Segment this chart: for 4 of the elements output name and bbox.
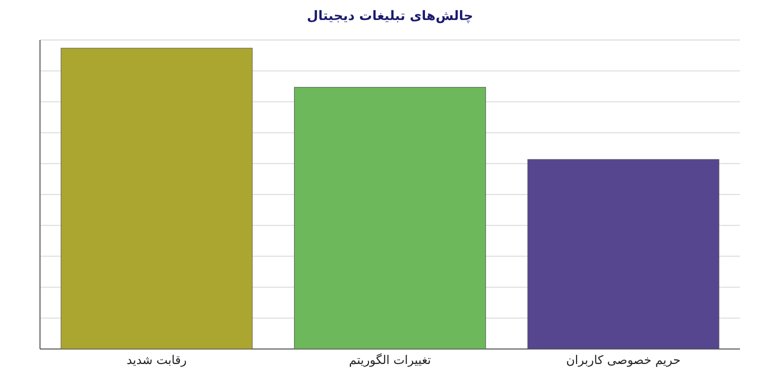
x-tick-label: تغییرات الگوریتم bbox=[349, 353, 431, 367]
x-tick-label: رقابت شدید bbox=[126, 353, 187, 367]
chart-title: چالش‌های تبلیغات دیجیتال bbox=[306, 9, 474, 24]
x-tick-label: حریم خصوصی کاربران bbox=[566, 353, 681, 367]
